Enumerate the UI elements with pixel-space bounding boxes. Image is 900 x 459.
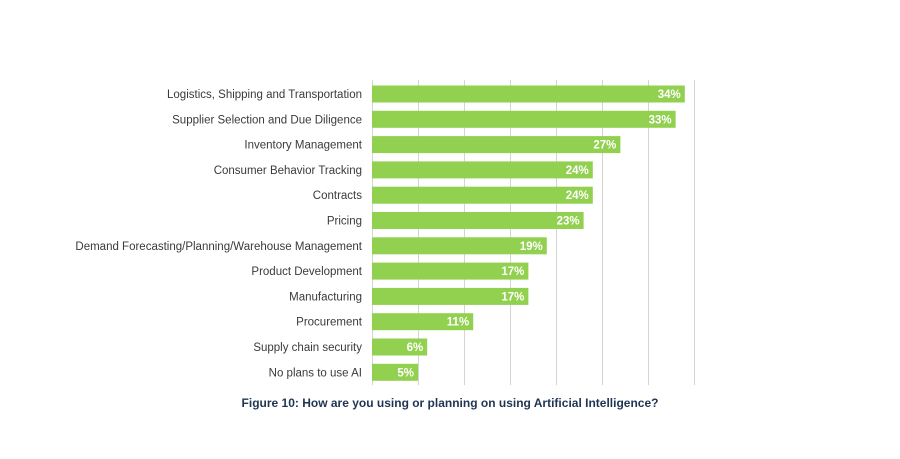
bar bbox=[372, 212, 584, 229]
value-label: 27% bbox=[593, 140, 616, 152]
value-label: 24% bbox=[566, 190, 589, 202]
category-label: Supply chain security bbox=[253, 342, 362, 354]
value-label: 33% bbox=[649, 114, 672, 126]
bar bbox=[372, 338, 428, 356]
bars bbox=[372, 85, 685, 381]
bar bbox=[372, 363, 418, 381]
category-label: Consumer Behavior Tracking bbox=[214, 165, 362, 177]
value-label: 11% bbox=[447, 317, 469, 329]
category-labels: Logistics, Shipping and Transportation Su… bbox=[75, 89, 362, 379]
bar bbox=[372, 237, 547, 255]
bar bbox=[372, 262, 529, 280]
value-labels: 34% 33% 27% 24% 24% 23% 19% 17% 17% 11% 6% 5% bbox=[397, 89, 680, 379]
bar bbox=[372, 136, 621, 154]
value-label: 19% bbox=[520, 241, 543, 253]
category-label: Logistics, Shipping and Transportation bbox=[167, 89, 362, 101]
category-label: Procurement bbox=[296, 317, 363, 329]
figure-caption: Figure 10: How are you using or planning… bbox=[241, 396, 659, 410]
category-label: Demand Forecasting/Planning/Warehouse Ma… bbox=[75, 241, 362, 253]
category-label: Contracts bbox=[313, 190, 362, 202]
bar bbox=[372, 287, 529, 305]
category-label: Pricing bbox=[327, 216, 362, 228]
value-label: 23% bbox=[557, 216, 580, 228]
category-label: No plans to use AI bbox=[269, 367, 362, 379]
bar bbox=[372, 186, 593, 204]
bar bbox=[372, 110, 676, 128]
value-label: 17% bbox=[501, 291, 524, 303]
category-label: Product Development bbox=[251, 266, 362, 278]
gridlines bbox=[372, 80, 695, 385]
category-label: Manufacturing bbox=[289, 291, 362, 303]
value-label: 24% bbox=[566, 165, 589, 177]
category-label: Inventory Management bbox=[244, 140, 362, 152]
bar bbox=[372, 85, 685, 103]
category-label: Supplier Selection and Due Diligence bbox=[172, 114, 362, 126]
value-label: 5% bbox=[397, 367, 414, 379]
value-label: 6% bbox=[407, 342, 424, 354]
bar bbox=[372, 313, 474, 331]
value-label: 34% bbox=[658, 89, 681, 101]
value-label: 17% bbox=[501, 266, 524, 278]
bar bbox=[372, 161, 593, 179]
